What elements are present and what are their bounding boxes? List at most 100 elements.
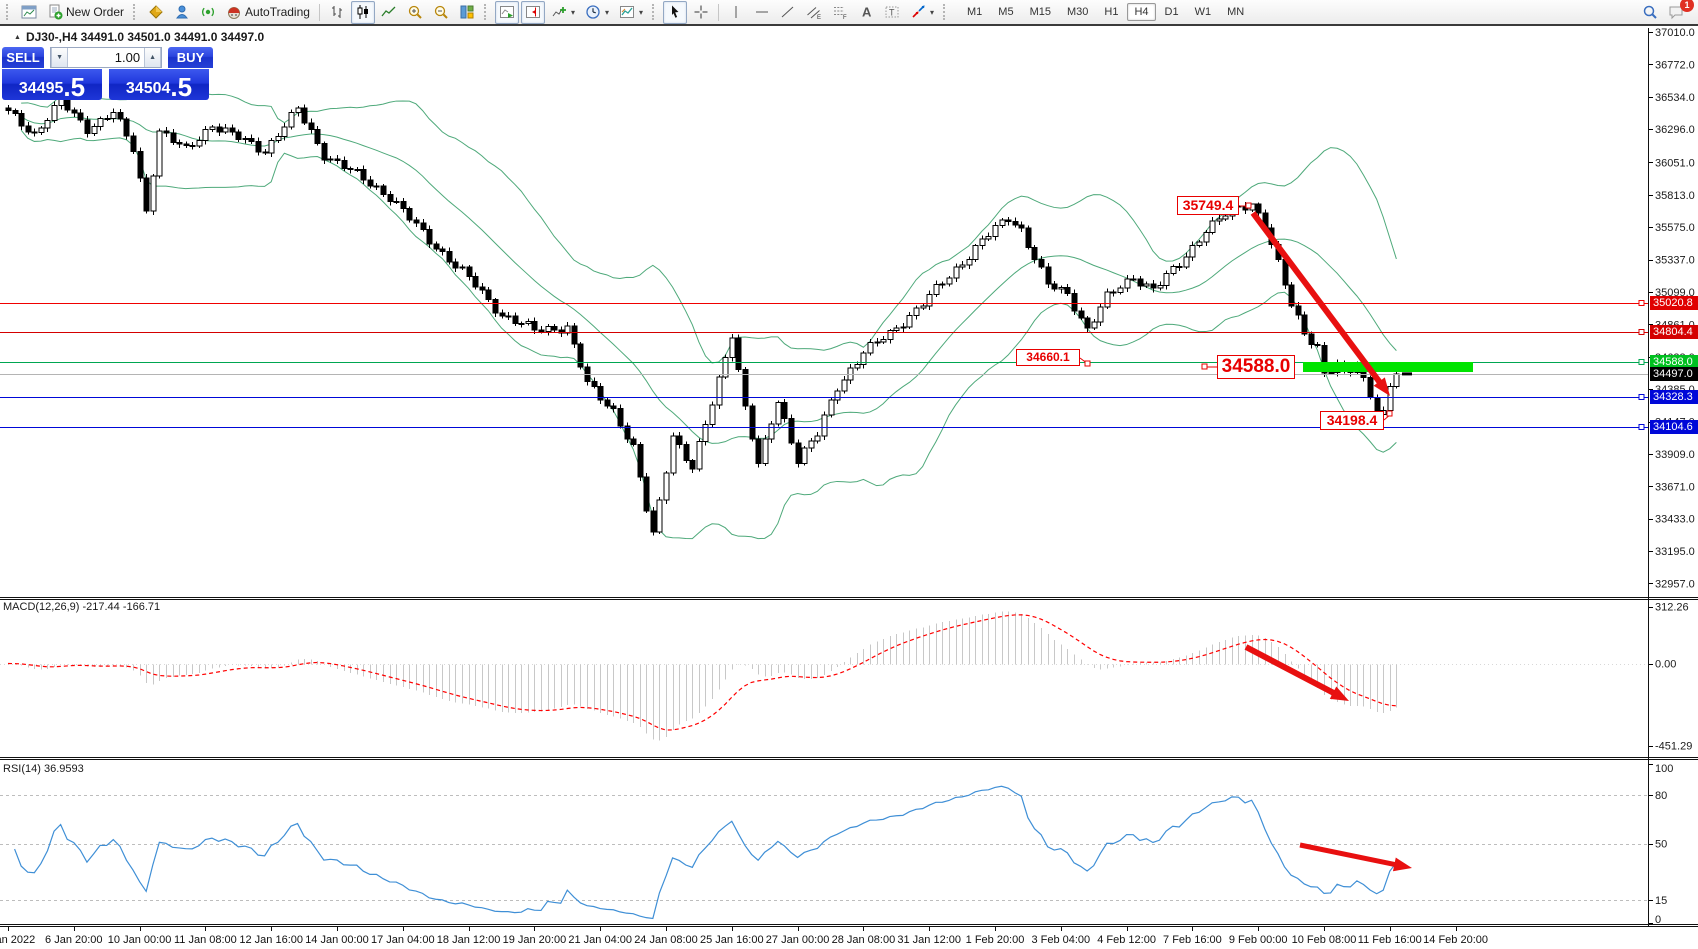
fibonacci-button[interactable]: F bbox=[828, 1, 852, 24]
notifications-button[interactable]: 1 bbox=[1664, 0, 1694, 24]
zoom-in-button[interactable] bbox=[403, 1, 427, 24]
toolbar-grip bbox=[6, 4, 12, 20]
arrows-button[interactable]: ▾ bbox=[906, 1, 938, 24]
tile-windows-button[interactable] bbox=[455, 1, 479, 24]
support-zone-highlight[interactable] bbox=[1303, 362, 1473, 372]
svg-text:E: E bbox=[817, 15, 821, 20]
sell-button[interactable]: SELL bbox=[2, 47, 45, 68]
svg-text:33671.0: 33671.0 bbox=[1655, 481, 1695, 493]
buy-button[interactable]: BUY bbox=[168, 47, 213, 68]
new-order-button[interactable]: New Order bbox=[43, 1, 128, 24]
templates-icon bbox=[619, 6, 634, 18]
buy-price: 34504 bbox=[125, 80, 171, 97]
price-label-34588[interactable]: 34588.0 bbox=[1217, 355, 1295, 379]
svg-text:-451.29: -451.29 bbox=[1655, 741, 1692, 753]
buy-price-button[interactable]: 34504.5 bbox=[109, 69, 209, 100]
price-label-34198[interactable]: 34198.4 bbox=[1320, 411, 1384, 430]
svg-text:10 Feb 08:00: 10 Feb 08:00 bbox=[1292, 934, 1357, 946]
svg-text:18 Jan 12:00: 18 Jan 12:00 bbox=[437, 934, 501, 946]
svg-text:7 Feb 16:00: 7 Feb 16:00 bbox=[1163, 934, 1222, 946]
signals-icon bbox=[202, 7, 214, 17]
rsi-line bbox=[14, 785, 1397, 920]
bollinger-bands bbox=[20, 77, 1397, 540]
chart-window-icon bbox=[21, 5, 37, 19]
styler-button[interactable] bbox=[144, 1, 168, 24]
equidistant-channel-button[interactable]: E bbox=[802, 1, 826, 24]
trendline-icon bbox=[781, 6, 794, 18]
zoom-out-icon bbox=[434, 5, 448, 19]
svg-text:34385.0: 34385.0 bbox=[1655, 384, 1695, 396]
fibonacci-icon: F bbox=[834, 7, 847, 20]
timeframe-m15[interactable]: M15 bbox=[1029, 6, 1051, 18]
cursor-button[interactable] bbox=[663, 0, 687, 24]
zoom-out-button[interactable] bbox=[429, 1, 453, 24]
volume-increase-button[interactable]: ▲ bbox=[144, 48, 162, 67]
periods-button[interactable]: ▾ bbox=[581, 1, 613, 24]
search-button[interactable] bbox=[1638, 1, 1662, 24]
timeframe-m5[interactable]: M5 bbox=[998, 6, 1014, 18]
price-axis: 37010.0 36772.0 36534.0 36296.0 36051.0 35813… bbox=[1648, 27, 1695, 590]
horizontal-line-icon bbox=[756, 11, 768, 13]
svg-text:10 Jan 00:00: 10 Jan 00:00 bbox=[108, 934, 172, 946]
svg-text:11 Feb 16:00: 11 Feb 16:00 bbox=[1358, 934, 1422, 946]
sell-price-button[interactable]: 34495.5 bbox=[2, 69, 102, 100]
crosshair-icon bbox=[694, 5, 708, 19]
chart-shift-button[interactable] bbox=[520, 0, 545, 24]
svg-text:25 Jan 16:00: 25 Jan 16:00 bbox=[700, 934, 764, 946]
signals-button[interactable] bbox=[196, 1, 220, 24]
svg-text:17 Jan 04:00: 17 Jan 04:00 bbox=[371, 934, 435, 946]
text-button[interactable]: A bbox=[854, 1, 878, 24]
crosshair-button[interactable] bbox=[689, 1, 713, 24]
svg-text:36772.0: 36772.0 bbox=[1655, 59, 1695, 71]
chart-shift-icon bbox=[525, 6, 540, 18]
price-label-35749[interactable]: 35749.4 bbox=[1177, 196, 1239, 215]
indicators-button[interactable]: ▾ bbox=[547, 1, 579, 24]
candlesticks bbox=[5, 94, 1400, 536]
timeframe-m1[interactable]: M1 bbox=[967, 6, 983, 18]
timeframe-h1[interactable]: H1 bbox=[1104, 6, 1119, 18]
timeframe-h4[interactable]: H4 bbox=[1127, 3, 1156, 21]
price-label-34660[interactable]: 34660.1 bbox=[1016, 349, 1080, 366]
publisher-button[interactable] bbox=[170, 1, 194, 24]
vertical-line-icon bbox=[735, 6, 737, 18]
svg-text:34861.0: 34861.0 bbox=[1655, 319, 1695, 331]
svg-text:19 Jan 20:00: 19 Jan 20:00 bbox=[503, 934, 567, 946]
timeframe-mn[interactable]: MN bbox=[1227, 6, 1245, 18]
bar-chart-button[interactable] bbox=[325, 1, 349, 24]
horizontal-line-button[interactable] bbox=[750, 1, 774, 24]
candlestick-chart-button[interactable] bbox=[350, 0, 375, 24]
timeframe-m30[interactable]: M30 bbox=[1066, 6, 1089, 18]
svg-text:36534.0: 36534.0 bbox=[1655, 92, 1695, 104]
autotrading-button[interactable]: AutoTrading bbox=[222, 1, 314, 24]
text-icon: A bbox=[862, 5, 872, 20]
svg-text:5 Jan 2022: 5 Jan 2022 bbox=[0, 934, 35, 946]
periods-dropdown-caret: ▾ bbox=[604, 7, 609, 17]
macd-axis: 312.26 0.00 -451.29 bbox=[1648, 602, 1692, 753]
svg-text:14 Jan 00:00: 14 Jan 00:00 bbox=[305, 934, 369, 946]
macd-histogram bbox=[0, 611, 1648, 741]
autotrading-icon bbox=[228, 7, 241, 19]
trendline-button[interactable] bbox=[776, 1, 800, 24]
vertical-line-button[interactable] bbox=[724, 1, 748, 24]
text-label-icon: T bbox=[885, 6, 899, 18]
bar-chart-icon bbox=[331, 6, 342, 18]
auto-scroll-button[interactable] bbox=[494, 0, 519, 24]
timeframe-d1[interactable]: D1 bbox=[1164, 6, 1179, 18]
svg-text:35813.0: 35813.0 bbox=[1655, 190, 1695, 202]
svg-text:11 Jan 08:00: 11 Jan 08:00 bbox=[174, 934, 237, 946]
trend-arrows bbox=[1244, 211, 1412, 872]
volume-decrease-button[interactable]: ▼ bbox=[51, 48, 69, 67]
templates-button[interactable]: ▾ bbox=[615, 1, 647, 24]
volume-input[interactable]: 1.00 bbox=[114, 50, 141, 65]
new-chart-button[interactable] bbox=[17, 1, 41, 24]
line-chart-button[interactable] bbox=[377, 1, 401, 24]
arrows-dropdown-caret: ▾ bbox=[930, 7, 935, 17]
rsi-axis: 100 80 50 15 0 bbox=[1648, 763, 1673, 926]
timeframe-w1[interactable]: W1 bbox=[1194, 6, 1212, 18]
toolbar-separator bbox=[718, 3, 719, 21]
text-label-button[interactable]: T bbox=[880, 1, 904, 24]
svg-text:32957.0: 32957.0 bbox=[1655, 578, 1695, 590]
svg-text:3 Feb 04:00: 3 Feb 04:00 bbox=[1031, 934, 1090, 946]
